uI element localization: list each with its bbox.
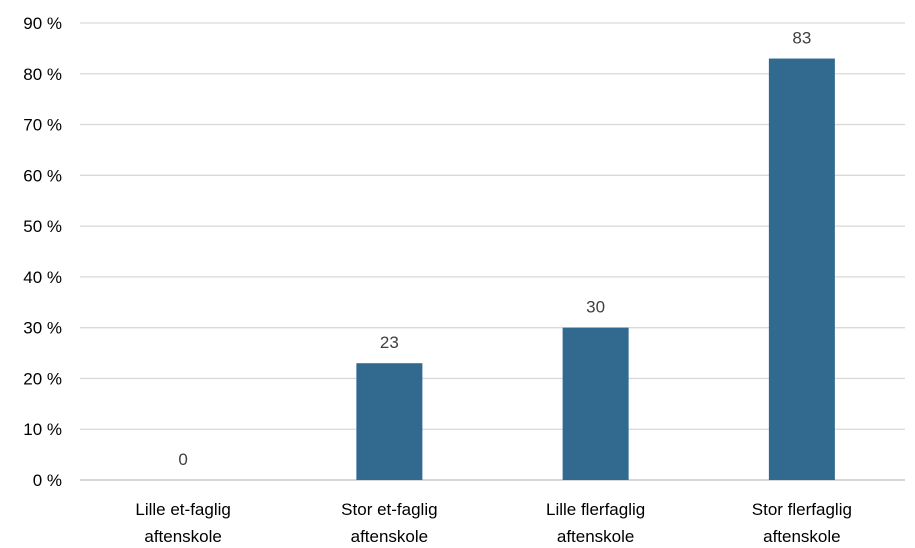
x-axis-categories: Lille et-faglig aftenskole Stor et-faglig a… [135,500,852,546]
data-label: 0 [178,450,187,469]
category-label: Lille et-faglig [135,500,230,519]
y-tick-label: 70 % [23,116,62,135]
y-tick-label: 50 % [23,217,62,236]
y-tick-label: 20 % [23,369,62,388]
y-tick-label: 90 % [23,14,62,33]
category-label: Stor flerfaglig [752,500,852,519]
data-label: 83 [792,29,811,48]
category-label: aftenskole [763,527,841,546]
data-label: 23 [380,333,399,352]
category-label: Lille flerfaglig [546,500,645,519]
y-tick-label: 0 % [33,471,62,490]
category-label: aftenskole [144,527,222,546]
y-tick-label: 80 % [23,65,62,84]
category-label: aftenskole [557,527,635,546]
category-label: Stor et-faglig [341,500,437,519]
y-tick-label: 60 % [23,166,62,185]
bar [356,363,423,480]
gridlines [80,22,905,481]
category-label: aftenskole [351,527,429,546]
bars [356,58,835,481]
data-labels: 0 23 30 83 [178,29,811,469]
y-axis-ticks: 0 % 10 % 20 % 30 % 40 % 50 % 60 % 70 % 80 % 90 % [23,14,62,490]
bar [562,327,629,480]
data-label: 30 [586,298,605,317]
bar [768,58,835,481]
y-tick-label: 10 % [23,420,62,439]
y-tick-label: 30 % [23,319,62,338]
y-tick-label: 40 % [23,268,62,287]
